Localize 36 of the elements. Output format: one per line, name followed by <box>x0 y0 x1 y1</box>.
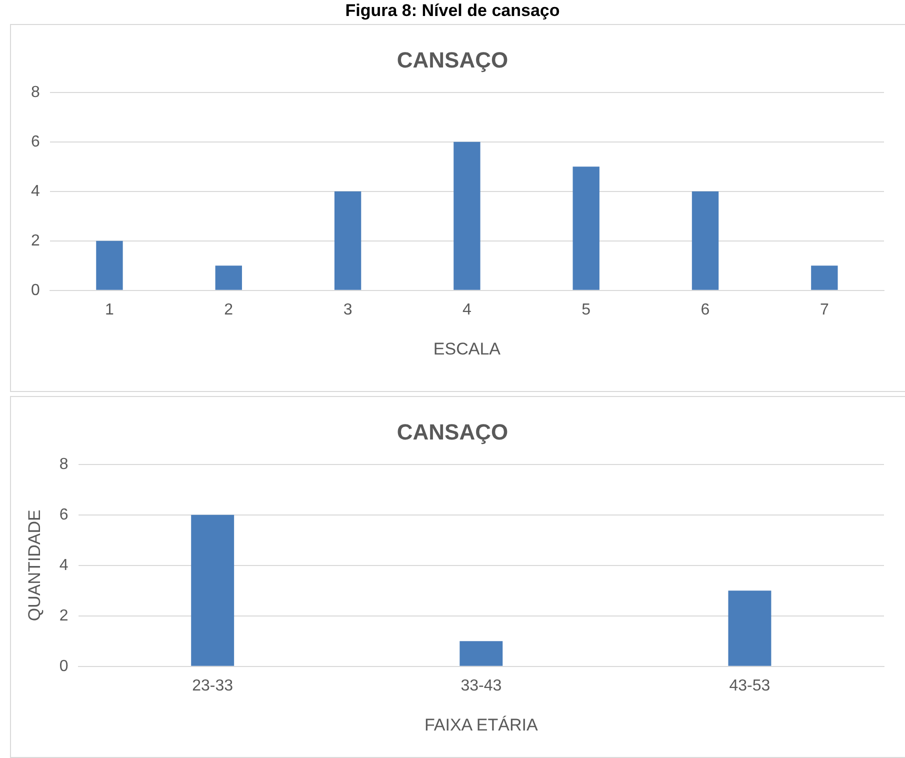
y-tick-label: 4 <box>30 182 40 200</box>
bar <box>460 641 503 666</box>
y-tick-label: 6 <box>30 133 40 150</box>
bar <box>191 514 234 666</box>
x-tick-label: 6 <box>700 301 710 318</box>
x-axis-title: FAIXA ETÁRIA <box>424 715 538 734</box>
chart-title: CANSAÇO <box>396 47 508 72</box>
x-axis-title: ESCALA <box>433 339 502 358</box>
y-tick-label: 4 <box>59 556 68 574</box>
y-tick-label: 8 <box>59 456 68 473</box>
bar <box>692 191 719 290</box>
y-tick-label: 2 <box>59 607 68 624</box>
bar <box>572 166 600 290</box>
x-tick-label: 7 <box>820 301 829 318</box>
x-tick-label: 43-53 <box>729 677 770 694</box>
bar <box>454 142 480 290</box>
bar <box>334 191 362 290</box>
y-tick-label: 0 <box>59 658 68 675</box>
y-tick-label: 6 <box>59 506 68 524</box>
x-tick-label: 5 <box>582 301 591 318</box>
y-tick-label: 0 <box>30 282 40 299</box>
chart-title: CANSAÇO <box>396 419 508 444</box>
x-tick-label: 23-33 <box>192 677 234 694</box>
x-tick-label: 4 <box>462 301 472 318</box>
text: Figura 8: Nível de cansaço <box>344 0 561 22</box>
y-axis-title: QUANTIDADE <box>24 510 44 622</box>
x-tick-label: 2 <box>224 301 234 318</box>
bar <box>811 266 838 290</box>
y-tick-label: 8 <box>30 84 40 101</box>
bar <box>215 266 242 290</box>
bar <box>96 240 123 290</box>
bar <box>728 590 772 666</box>
x-tick-label: 1 <box>105 301 114 318</box>
y-tick-label: 2 <box>30 232 40 250</box>
x-tick-label: 33-43 <box>460 677 502 694</box>
x-tick-label: 3 <box>343 301 352 318</box>
